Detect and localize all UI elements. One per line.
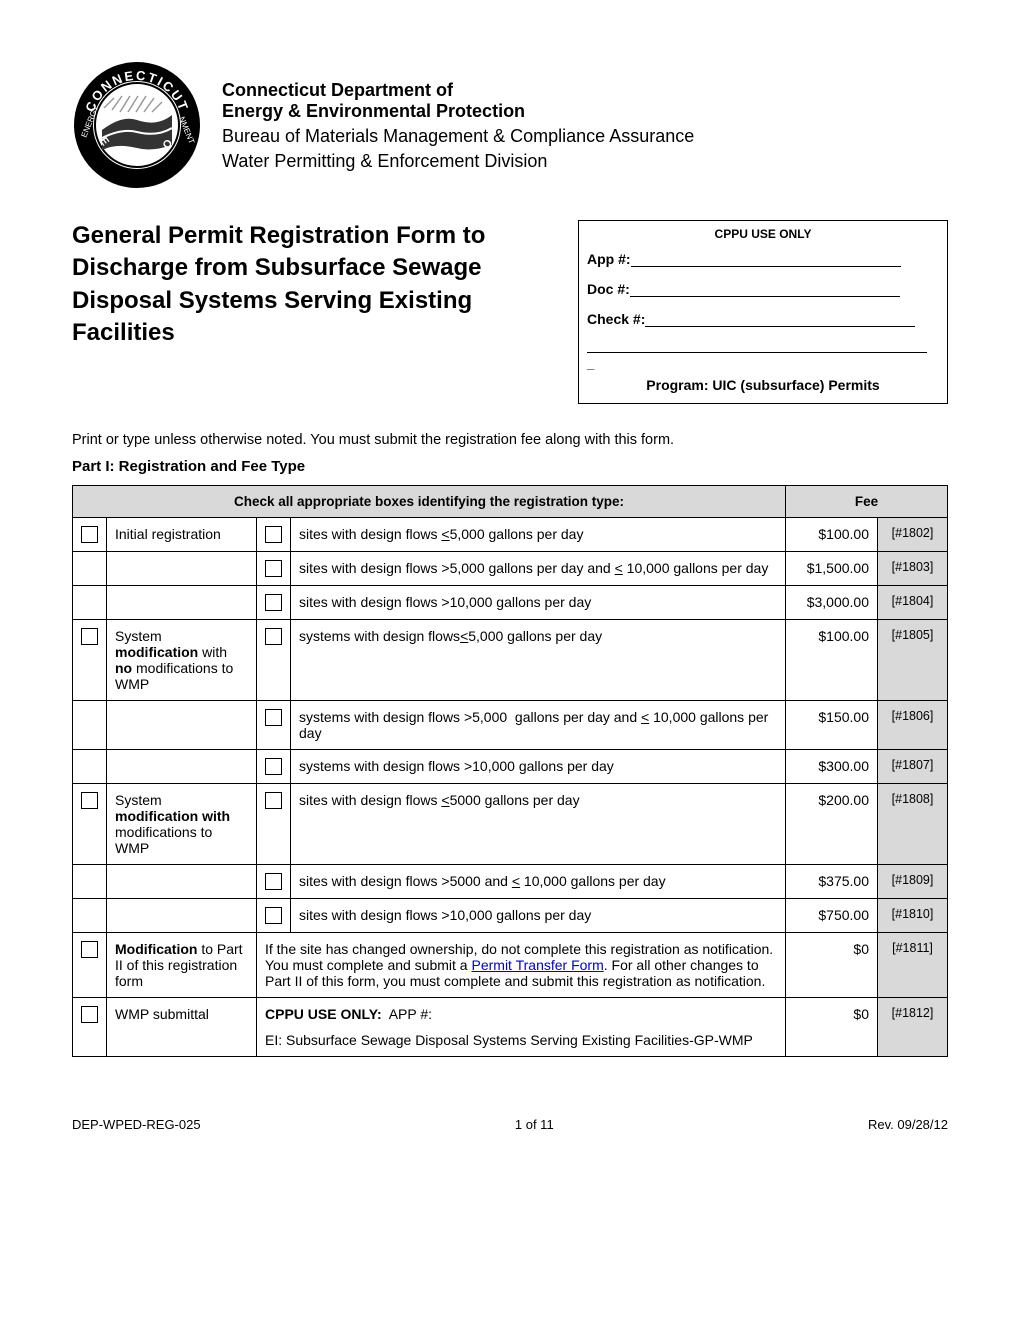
fee-1804: $3,000.00	[786, 586, 878, 620]
code-1806: [#1806]	[878, 701, 948, 750]
fee-1803: $1,500.00	[786, 552, 878, 586]
code-1802: [#1802]	[878, 518, 948, 552]
checkbox-wmp-submittal[interactable]	[81, 1006, 98, 1023]
table-header-fee: Fee	[786, 486, 948, 518]
instruction-text: Print or type unless otherwise noted. Yo…	[72, 432, 948, 448]
code-1809: [#1809]	[878, 865, 948, 899]
footer-revision: Rev. 09/28/12	[868, 1117, 948, 1132]
label-wmp-submittal: WMP submittal	[107, 998, 257, 1057]
desc-1802: sites with design flows <5,000 gallons p…	[291, 518, 786, 552]
code-1807: [#1807]	[878, 750, 948, 784]
code-1812: [#1812]	[878, 998, 948, 1057]
cppu-check-field[interactable]: Check #:	[579, 311, 947, 341]
code-1811: [#1811]	[878, 933, 948, 998]
checkbox-row-1806[interactable]	[265, 709, 282, 726]
fee-table: Check all appropriate boxes identifying …	[72, 485, 948, 1057]
checkbox-row-1802[interactable]	[265, 526, 282, 543]
checkbox-row-1809[interactable]	[265, 873, 282, 890]
label-system-mod-with-wmp: System modification with modifications t…	[107, 784, 257, 865]
checkbox-system-mod-with-wmp[interactable]	[81, 792, 98, 809]
fee-1806: $150.00	[786, 701, 878, 750]
fee-1808: $200.00	[786, 784, 878, 865]
checkbox-system-mod-no-wmp[interactable]	[81, 628, 98, 645]
checkbox-initial-registration[interactable]	[81, 526, 98, 543]
footer-form-id: DEP-WPED-REG-025	[72, 1117, 201, 1132]
code-1810: [#1810]	[878, 899, 948, 933]
desc-1812: CPPU USE ONLY: APP #: EI: Subsurface Sew…	[257, 998, 786, 1057]
label-modification-part2: Modification to Part II of this registra…	[107, 933, 257, 998]
bureau-name: Bureau of Materials Management & Complia…	[222, 126, 694, 147]
fee-1811: $0	[786, 933, 878, 998]
checkbox-row-1803[interactable]	[265, 560, 282, 577]
division-name: Water Permitting & Enforcement Division	[222, 151, 694, 172]
fee-1807: $300.00	[786, 750, 878, 784]
desc-1806: systems with design flows >5,000 gallons…	[291, 701, 786, 750]
fee-1812: $0	[786, 998, 878, 1057]
part-1-title: Part I: Registration and Fee Type	[72, 458, 948, 475]
desc-1808: sites with design flows <5000 gallons pe…	[291, 784, 786, 865]
label-initial-registration: Initial registration	[107, 518, 257, 552]
cppu-doc-field[interactable]: Doc #:	[579, 281, 947, 311]
permit-transfer-form-link[interactable]: Permit Transfer Form	[472, 957, 604, 973]
code-1805: [#1805]	[878, 620, 948, 701]
dept-name-1: Connecticut Department of	[222, 80, 694, 101]
cppu-use-only-box: CPPU USE ONLY App #: Doc #: Check #: _ P…	[578, 220, 948, 404]
agency-seal: CONNECTICUT E N V I R O ENERGY NMENT	[72, 60, 202, 190]
checkbox-row-1810[interactable]	[265, 907, 282, 924]
fee-1802: $100.00	[786, 518, 878, 552]
checkbox-modification-part2[interactable]	[81, 941, 98, 958]
checkbox-row-1807[interactable]	[265, 758, 282, 775]
fee-1810: $750.00	[786, 899, 878, 933]
checkbox-row-1804[interactable]	[265, 594, 282, 611]
desc-1805: systems with design flows<5,000 gallons …	[291, 620, 786, 701]
checkbox-row-1808[interactable]	[265, 792, 282, 809]
table-header-left: Check all appropriate boxes identifying …	[73, 486, 786, 518]
fee-1809: $375.00	[786, 865, 878, 899]
code-1808: [#1808]	[878, 784, 948, 865]
code-1803: [#1803]	[878, 552, 948, 586]
cppu-blank-line[interactable]: _	[579, 341, 947, 375]
label-system-mod-no-wmp: System modification with no modification…	[107, 620, 257, 701]
cppu-header: CPPU USE ONLY	[579, 221, 947, 251]
desc-1804: sites with design flows >10,000 gallons …	[291, 586, 786, 620]
fee-1805: $100.00	[786, 620, 878, 701]
code-1804: [#1804]	[878, 586, 948, 620]
footer-page-number: 1 of 11	[515, 1117, 554, 1132]
checkbox-row-1805[interactable]	[265, 628, 282, 645]
desc-1810: sites with design flows >10,000 gallons …	[291, 899, 786, 933]
cppu-program: Program: UIC (subsurface) Permits	[579, 375, 947, 403]
form-title: General Permit Registration Form to Disc…	[72, 220, 558, 350]
desc-1811: If the site has changed ownership, do no…	[257, 933, 786, 998]
cppu-app-field[interactable]: App #:	[579, 251, 947, 281]
dept-name-2: Energy & Environmental Protection	[222, 101, 694, 122]
desc-1803: sites with design flows >5,000 gallons p…	[291, 552, 786, 586]
desc-1809: sites with design flows >5000 and < 10,0…	[291, 865, 786, 899]
desc-1807: systems with design flows >10,000 gallon…	[291, 750, 786, 784]
